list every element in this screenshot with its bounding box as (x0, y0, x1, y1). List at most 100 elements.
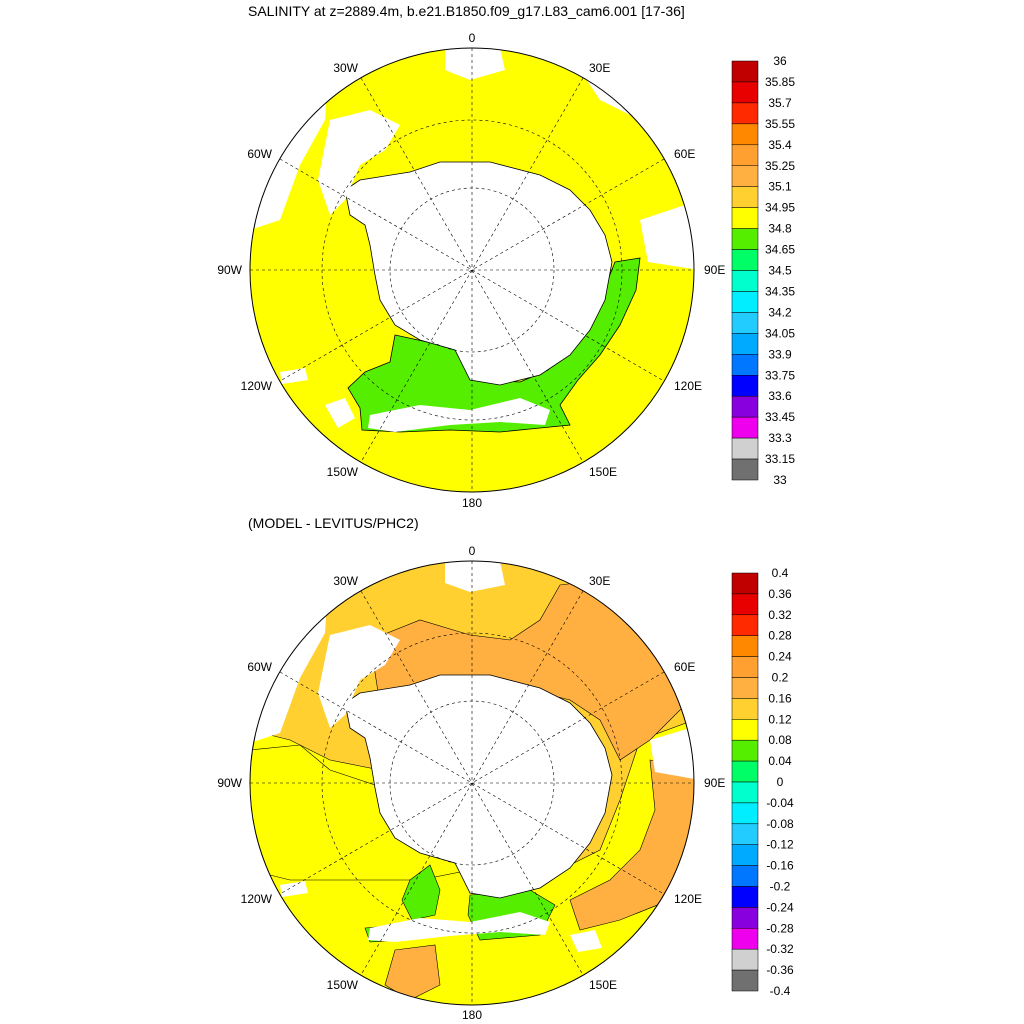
salinity-colorbar-swatch-4 (731, 144, 759, 167)
anomaly-colorbar-swatch-5 (731, 677, 759, 699)
salinity-colorbar-swatch-8 (731, 228, 759, 250)
africa-landmass (445, 48, 505, 80)
anomaly-colorbar-swatch-0 (731, 572, 759, 595)
lon-label-180: 180 (462, 496, 482, 510)
new-zealand-landmass (325, 398, 355, 428)
ice-shelf-missing-data-anomaly (368, 912, 550, 942)
lon-label-60w: 60W (247, 147, 272, 161)
salinity-colorbar-swatch-9 (731, 249, 759, 271)
salinity-map: 0 180 90W 90E 30W 30E 60W 60E 120W 120E … (217, 31, 725, 510)
anomaly-colorbar-label-10: 0 (777, 775, 784, 789)
salinity-colorbar: 36 35.85 35.7 35.55 35.4 35.25 35.1 34.95 34.8 34… (731, 54, 795, 487)
lon-label-90e-anomaly: 90E (704, 776, 725, 790)
ice-shelf-missing-data (368, 398, 550, 432)
australia-landmass-anomaly (650, 725, 694, 780)
salinity-colorbar-label-4: 35.4 (768, 138, 792, 152)
salinity-colorbar-swatch-10 (731, 270, 759, 292)
anomaly-colorbar-swatch-10 (731, 781, 759, 804)
lon-label-120w-anomaly: 120W (241, 892, 273, 906)
anomaly-colorbar-label-15: -0.2 (770, 880, 791, 894)
map-graticule-anomaly (250, 561, 694, 1005)
panel1-title: SALINITY at z=2889.4m, b.e21.B1850.f09_g… (248, 3, 685, 19)
anomaly-colorbar-swatch-18 (731, 948, 759, 971)
lon-label-150e: 150E (589, 465, 617, 479)
salinity-colorbar-swatch-15 (731, 375, 759, 397)
lon-label-60e: 60E (674, 147, 695, 161)
lon-label-90w-anomaly: 90W (217, 776, 242, 790)
lon-label-30w-anomaly: 30W (333, 574, 358, 588)
salinity-colorbar-label-14: 33.9 (768, 347, 792, 361)
lon-label-30w: 30W (333, 61, 358, 75)
salinity-colorbar-label-20: 33 (773, 473, 787, 487)
anomaly-colorbar-swatch-11 (731, 802, 759, 825)
salinity-colorbar-label-8: 34.8 (768, 222, 792, 236)
anomaly-colorbar-swatch-14 (731, 865, 759, 887)
salinity-colorbar-label-19: 33.15 (765, 452, 795, 466)
salinity-colorbar-swatch-18 (731, 437, 759, 460)
salinity-colorbar-label-1: 35.85 (765, 75, 795, 89)
salinity-colorbar-swatch-12 (731, 312, 759, 334)
africa-landmass-anomaly (445, 561, 505, 592)
anomaly-colorbar-swatch-13 (731, 844, 759, 866)
lon-label-180-anomaly: 180 (462, 1008, 482, 1022)
anomaly-colorbar-swatch-15 (731, 886, 759, 908)
anomaly-colorbar-label-7: 0.12 (768, 712, 792, 726)
salinity-colorbar-swatch-5 (731, 165, 759, 187)
anomaly-colorbar-label-2: 0.32 (768, 608, 792, 622)
lon-label-90e: 90E (704, 263, 725, 277)
salinity-colorbar-swatch-2 (731, 102, 759, 125)
lon-label-90w: 90W (217, 263, 242, 277)
map-boundary-anomaly (249, 560, 695, 1006)
salinity-colorbar-label-13: 34.05 (765, 326, 795, 340)
anomaly-colorbar-swatch-7 (731, 719, 759, 741)
salinity-colorbar-swatch-14 (731, 354, 759, 376)
salinity-colorbar-label-17: 33.45 (765, 410, 795, 424)
lon-label-30e: 30E (589, 61, 610, 75)
anomaly-colorbar-label-19: -0.36 (766, 963, 794, 977)
anomaly-colorbar-label-1: 0.36 (768, 587, 792, 601)
salinity-colorbar-label-0: 36 (773, 54, 787, 68)
anomaly-region-0-16-0-2-east (569, 759, 694, 931)
salinity-colorbar-swatch-6 (731, 186, 759, 208)
salinity-colorbar-swatch-1 (731, 81, 759, 104)
anomaly-colorbar-label-14: -0.16 (766, 859, 794, 873)
anomaly-colorbar-swatch-6 (731, 698, 759, 720)
lon-label-0: 0 (469, 31, 476, 45)
anomaly-colorbar-label-17: -0.28 (766, 921, 794, 935)
anomaly-colorbar-swatch-4 (731, 656, 759, 678)
anomaly-colorbar-label-4: 0.24 (768, 650, 792, 664)
anomaly-colorbar-label-20: -0.4 (770, 984, 791, 998)
weddell-missing-data-anomaly (318, 625, 400, 728)
anomaly-colorbar-label-16: -0.24 (766, 900, 794, 914)
salinity-colorbar-swatch-19 (731, 458, 759, 481)
anomaly-colorbar-label-0: 0.4 (772, 566, 789, 580)
salinity-colorbar-label-16: 33.6 (768, 389, 792, 403)
salinity-colorbar-label-11: 34.35 (765, 284, 795, 298)
anomaly-colorbar: 0.4 0.36 0.32 0.28 0.24 0.2 0.16 0.12 0.08 0.04 0 -… (731, 566, 794, 998)
panel2-title: (MODEL - LEVITUS/PHC2) (248, 515, 419, 531)
australia-landmass (640, 200, 694, 270)
lon-label-120e: 120E (674, 379, 702, 393)
anomaly-map: 0 180 90W 90E 30W 30E 60W 60E 120W 120E … (217, 544, 725, 1022)
salinity-colorbar-swatch-13 (731, 333, 759, 355)
anomaly-colorbar-swatch-8 (731, 739, 759, 762)
lon-label-0-anomaly: 0 (469, 544, 476, 558)
anomaly-colorbar-swatch-12 (731, 823, 759, 845)
lon-label-60e-anomaly: 60E (674, 660, 695, 674)
anomaly-colorbar-label-9: 0.04 (768, 754, 792, 768)
salinity-colorbar-swatch-16 (731, 395, 759, 418)
salinity-colorbar-label-18: 33.3 (768, 431, 792, 445)
lon-label-60w-anomaly: 60W (247, 660, 272, 674)
lon-label-120w: 120W (241, 379, 273, 393)
anomaly-colorbar-label-5: 0.2 (772, 671, 789, 685)
anomaly-colorbar-label-3: 0.28 (768, 629, 792, 643)
salinity-colorbar-label-12: 34.2 (768, 305, 792, 319)
salinity-colorbar-swatch-7 (731, 207, 759, 229)
salinity-colorbar-swatch-11 (731, 291, 759, 313)
salinity-colorbar-label-6: 35.1 (768, 180, 792, 194)
anomaly-colorbar-label-18: -0.32 (766, 942, 794, 956)
anomaly-colorbar-swatch-16 (731, 907, 759, 929)
anomaly-colorbar-swatch-19 (731, 969, 759, 992)
salinity-colorbar-label-10: 34.5 (768, 264, 792, 278)
